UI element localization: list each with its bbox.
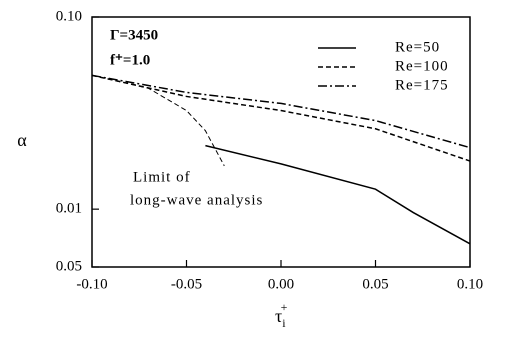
- x-tick-label: 0.05: [362, 276, 388, 292]
- annotation: Γ=3450: [110, 27, 158, 43]
- y-axis-label: α: [17, 130, 27, 150]
- annotation: Limit of: [133, 169, 191, 185]
- x-tick-label: -0.10: [76, 276, 107, 292]
- data-line: [91, 74, 471, 162]
- annotation: long-wave analysis: [130, 192, 263, 208]
- x-tick-label: 0.00: [268, 276, 294, 292]
- x-axis-label-main: τ: [275, 306, 282, 326]
- annotation: f⁺=1.0: [110, 52, 150, 68]
- x-axis-label-sub: i: [282, 316, 286, 330]
- x-axis-label-sup: +: [281, 300, 288, 314]
- data-line: [91, 74, 225, 167]
- x-axis-label: τi +: [275, 300, 288, 330]
- y-tick-label: 0.10: [56, 8, 82, 24]
- data-line: [91, 74, 471, 149]
- data-line: [205, 144, 471, 245]
- legend-label: Re=175: [395, 77, 449, 93]
- legend-label: Re=50: [395, 39, 440, 55]
- legend-label: Re=100: [395, 58, 449, 74]
- y-tick-label: 0.01: [56, 201, 82, 217]
- x-tick-label: 0.10: [457, 276, 483, 292]
- y-tick-label: 0.05: [56, 258, 82, 274]
- x-tick-label: -0.05: [171, 276, 202, 292]
